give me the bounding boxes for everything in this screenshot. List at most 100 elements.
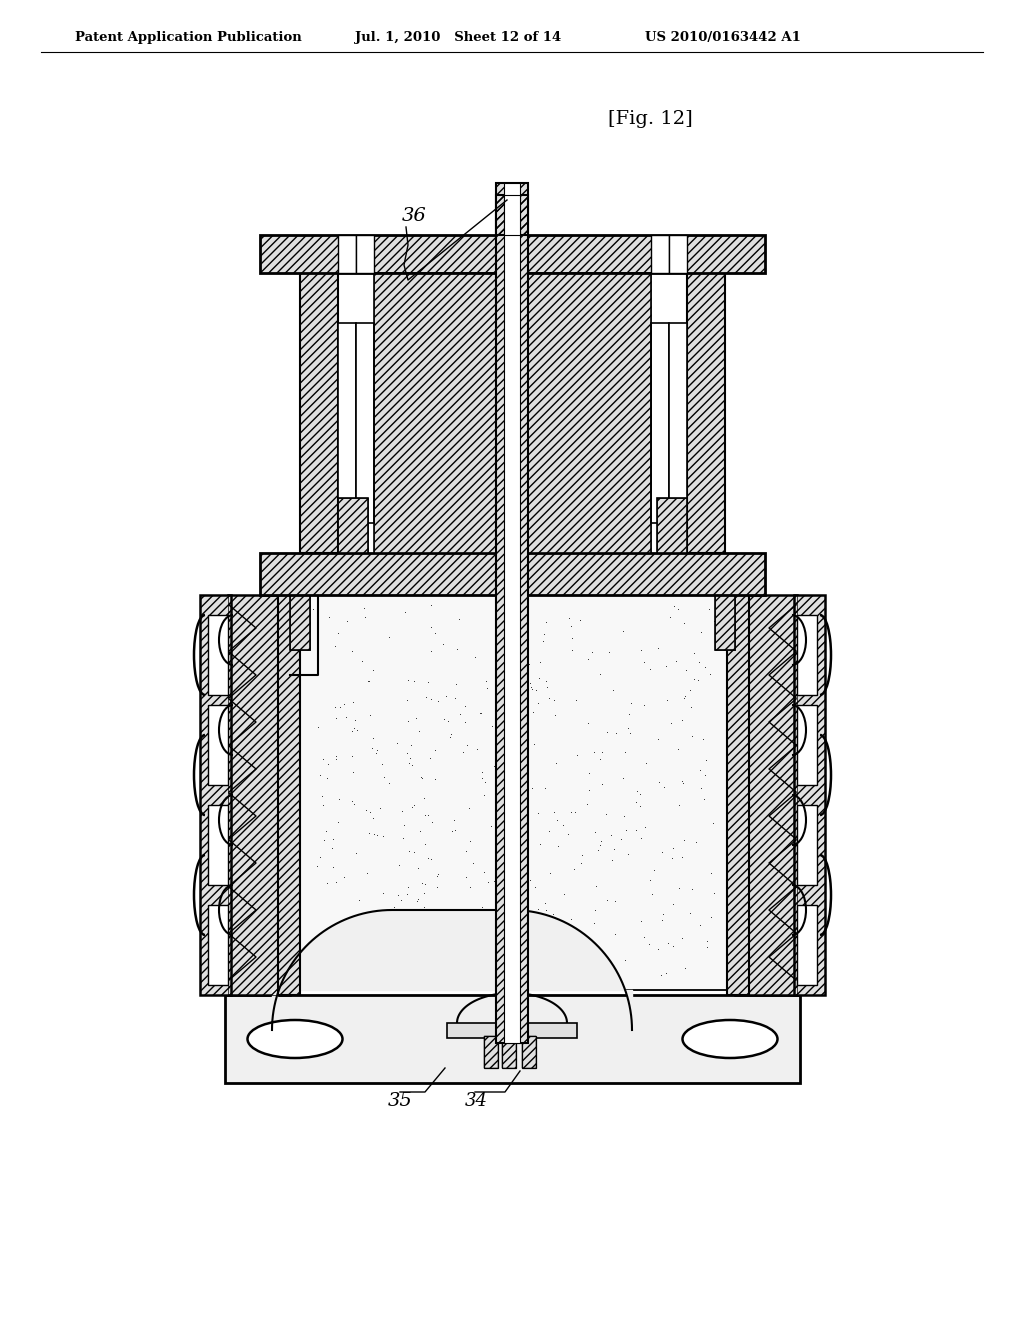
Point (566, 859, 583, 880)
Point (594, 774, 610, 795)
Point (531, 833, 548, 854)
Bar (208, 705, 228, 785)
Point (684, 879, 700, 900)
Point (403, 797, 420, 818)
Point (644, 883, 660, 904)
Point (483, 715, 500, 737)
Point (479, 871, 496, 892)
Point (685, 643, 701, 664)
Point (670, 599, 686, 620)
Point (429, 865, 445, 886)
Point (489, 907, 506, 928)
Point (390, 884, 407, 906)
Point (592, 664, 608, 685)
Point (546, 801, 562, 822)
Point (523, 777, 540, 799)
Point (372, 797, 388, 818)
Point (632, 796, 648, 817)
Point (455, 742, 471, 763)
Point (482, 816, 499, 837)
Point (516, 865, 532, 886)
Bar (208, 615, 228, 696)
Point (383, 904, 399, 925)
Point (318, 767, 335, 788)
Point (361, 671, 378, 692)
Point (530, 899, 547, 920)
Bar (727, 595, 749, 995)
Point (556, 883, 572, 904)
Point (345, 762, 361, 783)
Point (339, 610, 355, 631)
Point (698, 931, 715, 952)
Point (398, 742, 415, 763)
Point (571, 610, 588, 631)
Point (416, 882, 432, 903)
Point (446, 688, 463, 709)
Point (348, 843, 365, 865)
Point (385, 957, 401, 978)
Bar (669, 235, 687, 273)
Point (572, 610, 589, 631)
Point (304, 598, 321, 619)
Point (479, 678, 496, 700)
Point (375, 883, 391, 904)
Point (396, 903, 413, 924)
Point (598, 804, 614, 825)
Point (538, 671, 554, 692)
Point (468, 942, 484, 964)
Point (538, 611, 554, 632)
Point (633, 639, 649, 660)
Point (336, 694, 352, 715)
Point (524, 916, 541, 937)
Point (437, 685, 454, 706)
Point (490, 768, 507, 789)
Bar (338, 498, 368, 553)
Point (541, 688, 557, 709)
Point (654, 904, 671, 925)
Point (633, 826, 649, 847)
Point (587, 821, 603, 842)
Point (520, 838, 537, 859)
Point (423, 616, 439, 638)
Bar (228, 595, 290, 995)
Bar (290, 595, 310, 649)
Bar (228, 595, 290, 995)
Point (581, 779, 597, 800)
Point (695, 729, 712, 750)
Point (330, 623, 346, 644)
Point (365, 808, 381, 829)
Point (592, 748, 608, 770)
Point (420, 847, 436, 869)
Point (655, 777, 672, 799)
Point (561, 607, 578, 628)
Point (467, 647, 483, 668)
Point (699, 936, 716, 957)
Bar (278, 595, 300, 995)
Point (653, 909, 670, 931)
Point (444, 820, 461, 841)
Point (318, 873, 335, 894)
Point (314, 795, 331, 816)
Point (513, 869, 529, 890)
Point (478, 671, 495, 692)
Point (462, 876, 478, 898)
Bar (338, 498, 368, 553)
Point (369, 911, 385, 932)
Point (371, 961, 387, 982)
Point (344, 746, 360, 767)
Bar (484, 1036, 498, 1068)
Point (490, 829, 507, 850)
Point (584, 642, 600, 663)
Point (357, 607, 374, 628)
Point (614, 767, 631, 788)
Point (412, 820, 428, 841)
Point (535, 630, 551, 651)
Point (641, 869, 657, 890)
Bar (300, 595, 727, 990)
Point (702, 862, 719, 883)
Point (451, 609, 467, 630)
Text: 35: 35 (388, 1092, 413, 1110)
Point (475, 861, 492, 882)
Point (638, 752, 654, 774)
Point (344, 791, 360, 812)
